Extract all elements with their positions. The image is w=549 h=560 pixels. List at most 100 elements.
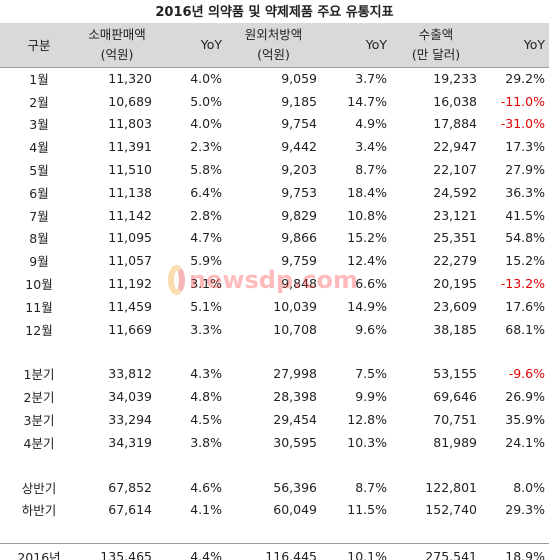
cell-export: 122,801 (425, 479, 477, 495)
cell-yoy2: 7.5% (355, 366, 387, 382)
header-rx-unit: (억원) (257, 46, 290, 62)
table-row: 11월 11,459 5.1% 10,039 14.9% 23,609 17.6% (0, 295, 549, 318)
cell-yoy2: 11.5% (347, 502, 387, 518)
row-label: 8월 (29, 231, 49, 247)
cell-yoy3: -9.6% (508, 366, 545, 382)
cell-yoy2: 10.3% (347, 434, 387, 450)
table-row: 4월 11,391 2.3% 9,442 3.4% 22,947 17.3% (0, 135, 549, 158)
cell-yoy3: 18.9% (481, 542, 549, 560)
cell-yoy1: 4.8% (190, 389, 222, 405)
cell-sales: 11,057 (108, 253, 152, 269)
cell-yoy2: 15.2% (347, 230, 387, 246)
cell-export: 22,107 (433, 162, 477, 178)
cell-rx: 29,454 (273, 412, 317, 428)
header-rx: 원외처방액 (억원) (226, 23, 321, 68)
cell-yoy1: 4.3% (190, 366, 222, 382)
cell-yoy3: 29.3% (505, 502, 545, 518)
table-row: 10월 11,192 3.1% 9,848 6.6% 20,195 -13.2% (0, 272, 549, 295)
cell-yoy2: 10.8% (347, 207, 387, 223)
cell-sales: 11,138 (108, 184, 152, 200)
row-label: 4월 (29, 140, 49, 156)
cell-yoy1: 4.6% (190, 479, 222, 495)
header-rx-label: 원외처방액 (244, 26, 303, 42)
cell-yoy1: 4.5% (190, 412, 222, 428)
cell-yoy3: 36.3% (505, 184, 545, 200)
cell-sales: 11,391 (108, 139, 152, 155)
cell-yoy2: 6.6% (355, 276, 387, 292)
cell-yoy2: 3.7% (355, 71, 387, 87)
cell-yoy2: 8.7% (355, 162, 387, 178)
row-label: 6월 (29, 185, 49, 201)
cell-rx: 9,442 (281, 139, 317, 155)
table-row: 하반기 67,614 4.1% 60,049 11.5% 152,740 29.3% (0, 499, 549, 522)
cell-yoy1: 3.8% (190, 434, 222, 450)
cell-yoy1: 3.1% (190, 276, 222, 292)
table-row: 12월 11,669 3.3% 10,708 9.6% 38,185 68.1% (0, 318, 549, 341)
cell-rx: 27,998 (273, 366, 317, 382)
cell-sales: 11,803 (108, 116, 152, 132)
cell-yoy1: 4.0% (190, 71, 222, 87)
cell-export: 23,121 (433, 207, 477, 223)
cell-export: 22,279 (433, 253, 477, 269)
header-yoy-export: YoY (481, 23, 549, 68)
cell-sales: 11,510 (108, 162, 152, 178)
cell-yoy2: 18.4% (347, 184, 387, 200)
distribution-table: 구분 소매판매액 (억원) YoY 원외처방액 (억원) YoY 수출액 (만 … (0, 23, 549, 560)
cell-rx: 116,445 (226, 542, 321, 560)
cell-rx: 9,203 (281, 162, 317, 178)
cell-yoy3: 8.0% (513, 479, 545, 495)
cell-yoy3: -13.2% (500, 276, 545, 292)
table-row: 4분기 34,319 3.8% 30,595 10.3% 81,989 24.1% (0, 431, 549, 454)
cell-sales: 34,319 (108, 434, 152, 450)
cell-yoy3: 26.9% (505, 389, 545, 405)
cell-sales: 67,614 (108, 502, 152, 518)
header-row: 구분 소매판매액 (억원) YoY 원외처방액 (억원) YoY 수출액 (만 … (0, 23, 549, 68)
header-yoy-sales: YoY (156, 23, 226, 68)
row-label: 2분기 (23, 390, 55, 406)
cell-yoy3: 17.3% (505, 139, 545, 155)
cell-export: 25,351 (433, 230, 477, 246)
cell-sales: 10,689 (108, 93, 152, 109)
cell-yoy2: 12.8% (347, 412, 387, 428)
cell-export: 24,592 (433, 184, 477, 200)
cell-yoy2: 9.9% (355, 389, 387, 405)
table-row: 2월 10,689 5.0% 9,185 14.7% 16,038 -11.0% (0, 90, 549, 113)
row-label: 상반기 (21, 480, 57, 496)
cell-yoy2: 3.4% (355, 139, 387, 155)
table-row: 3월 11,803 4.0% 9,754 4.9% 17,884 -31.0% (0, 113, 549, 136)
cell-rx: 10,708 (273, 321, 317, 337)
table-row: 6월 11,138 6.4% 9,753 18.4% 24,592 36.3% (0, 181, 549, 204)
row-label: 9월 (29, 254, 49, 270)
cell-yoy1: 5.9% (190, 253, 222, 269)
header-yoy-rx: YoY (321, 23, 391, 68)
cell-yoy1: 4.1% (190, 502, 222, 518)
row-label: 2016년 (0, 542, 78, 560)
table-row: 2분기 34,039 4.8% 28,398 9.9% 69,646 26.9% (0, 385, 549, 408)
table-row: 8월 11,095 4.7% 9,866 15.2% 25,351 54.8% (0, 227, 549, 250)
header-export-label: 수출액 (418, 26, 454, 42)
cell-sales: 11,459 (108, 298, 152, 314)
cell-sales: 11,669 (108, 321, 152, 337)
header-sales-unit: (억원) (100, 46, 134, 62)
cell-yoy2: 8.7% (355, 479, 387, 495)
cell-yoy2: 9.6% (355, 321, 387, 337)
cell-yoy3: 15.2% (505, 253, 545, 269)
cell-yoy3: 17.6% (505, 298, 545, 314)
cell-yoy3: -31.0% (500, 116, 545, 132)
cell-yoy3: 27.9% (505, 162, 545, 178)
row-label: 3월 (29, 117, 49, 133)
cell-export: 19,233 (433, 71, 477, 87)
row-label: 5월 (29, 163, 49, 179)
spacer-row (0, 341, 549, 363)
table-row: 3분기 33,294 4.5% 29,454 12.8% 70,751 35.9% (0, 408, 549, 431)
cell-sales: 33,294 (108, 412, 152, 428)
cell-rx: 9,059 (281, 71, 317, 87)
cell-yoy1: 3.3% (190, 321, 222, 337)
cell-yoy1: 4.4% (156, 542, 226, 560)
cell-rx: 28,398 (273, 389, 317, 405)
header-export: 수출액 (만 달러) (391, 23, 481, 68)
table-row: 7월 11,142 2.8% 9,829 10.8% 23,121 41.5% (0, 204, 549, 227)
cell-rx: 60,049 (273, 502, 317, 518)
row-label: 12월 (25, 322, 53, 338)
cell-yoy1: 4.0% (190, 116, 222, 132)
